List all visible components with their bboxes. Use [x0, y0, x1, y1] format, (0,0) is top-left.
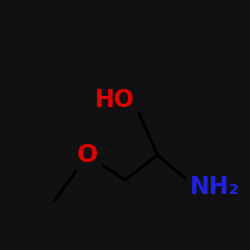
Text: HO: HO — [95, 88, 135, 112]
Text: O: O — [77, 143, 98, 167]
Text: O: O — [77, 143, 98, 167]
Text: HO: HO — [95, 88, 135, 112]
Text: NH₂: NH₂ — [190, 176, 240, 200]
Text: NH₂: NH₂ — [190, 176, 240, 200]
